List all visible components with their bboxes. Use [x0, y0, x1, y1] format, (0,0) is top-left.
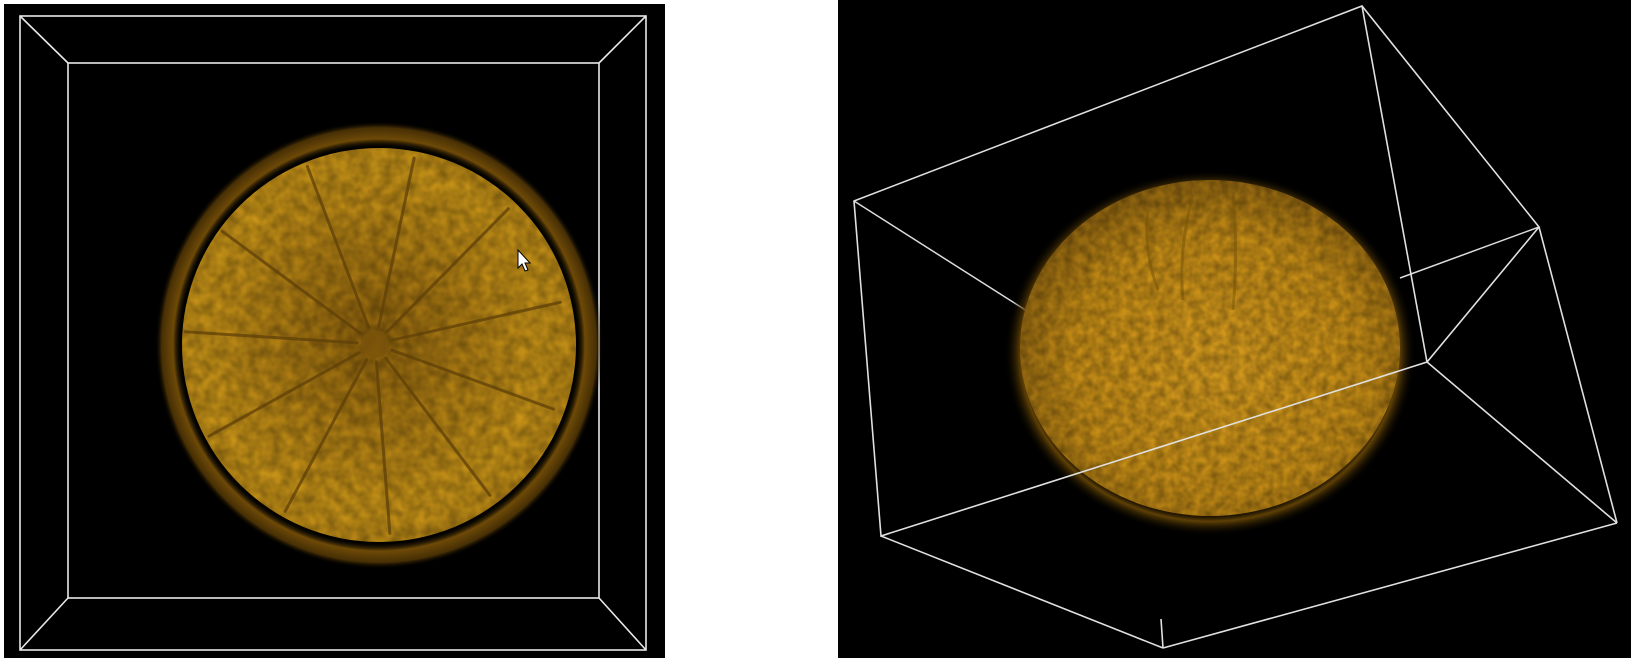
segment-divider — [384, 356, 492, 497]
segment-divider — [183, 330, 359, 345]
segment-divider — [390, 348, 555, 411]
segment-divider — [386, 207, 510, 333]
arrow-cursor-icon — [517, 248, 532, 272]
volume-render-front — [19, 15, 647, 651]
segment-divider — [207, 351, 361, 438]
volume-render-oblique — [853, 5, 1618, 649]
segment-divider — [377, 156, 416, 328]
segment-divider — [374, 360, 392, 535]
volume-viewport-front[interactable] — [4, 4, 665, 658]
segment-divider — [283, 358, 368, 513]
bounding-box-oblique — [853, 5, 1618, 649]
orange-volume-front — [155, 121, 603, 569]
segment-divider — [220, 229, 363, 335]
volume-viewport-oblique[interactable] — [838, 0, 1631, 658]
segment-divider — [391, 300, 562, 342]
orange-volume-oblique — [1004, 170, 1416, 536]
segment-divider — [305, 164, 371, 329]
